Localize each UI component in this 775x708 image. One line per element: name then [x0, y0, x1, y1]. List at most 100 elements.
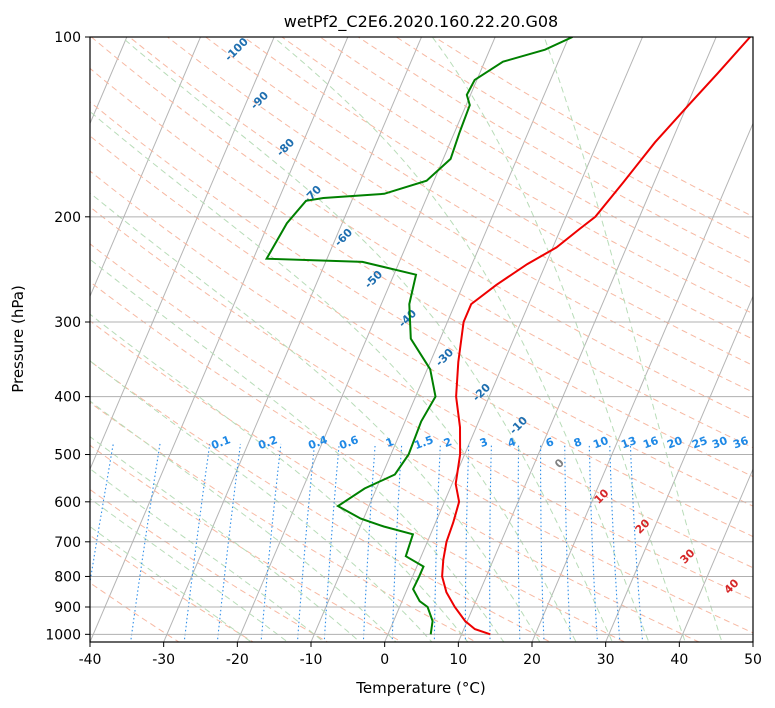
x-tick-label: 40 [670, 652, 688, 668]
skewed-isotherm [236, 37, 496, 642]
y-tick-label: 900 [54, 600, 81, 616]
y-tick-label: 800 [54, 569, 81, 585]
moist-adiabat [120, 37, 613, 642]
moist-adiabat [272, 37, 650, 642]
dry-adiabat [90, 401, 478, 642]
mixing-ratio-label: 6 [544, 435, 556, 450]
moist-adiabat [90, 497, 289, 642]
skewed-isotherm [310, 37, 570, 642]
moist-adiabat [90, 400, 397, 642]
x-tick-label: -20 [226, 652, 249, 668]
moist-adiabat [90, 468, 325, 642]
dry-adiabat [90, 320, 626, 642]
x-tick-label: 30 [597, 652, 615, 668]
moist-adiabat [90, 192, 541, 642]
mixing-ratio-label: 0.2 [256, 433, 279, 452]
y-tick-label: 200 [54, 210, 81, 226]
moist-adiabat [90, 360, 433, 642]
mixing-ratio-line [296, 443, 316, 642]
mixing-ratio-label: 4 [506, 435, 518, 450]
dry-adiabat [90, 488, 329, 642]
x-tick-label: 50 [744, 652, 762, 668]
sounding-profiles [264, 37, 751, 636]
mixing-ratio-label: 30 [710, 434, 729, 452]
mixing-ratio-label: 36 [731, 434, 750, 452]
skewed-isotherm [531, 122, 753, 642]
skewed-isotherm [605, 295, 753, 642]
dewpoint-line [264, 37, 573, 635]
mixing-ratio-line [517, 443, 521, 642]
skewed-isotherm [678, 467, 753, 642]
y-axis-label: Pressure (hPa) [9, 285, 27, 393]
x-tick-label: 10 [449, 652, 467, 668]
skewed-isotherm [90, 37, 202, 298]
dry-adiabat [242, 37, 753, 340]
dry-adiabat [90, 360, 552, 642]
y-axis-ticks: 100 200 300 400 500 600 700 800 900 1000 [45, 30, 90, 643]
mixing-ratio-label: 0.6 [337, 433, 360, 452]
dry-adiabat [166, 37, 753, 393]
mixing-ratio-lines [90, 443, 644, 642]
moist-adiabat [90, 258, 505, 642]
skewed-isotherm [90, 37, 275, 471]
skewed-isotherm [457, 37, 717, 642]
y-tick-label: 100 [54, 30, 81, 46]
plot-frame [89, 36, 754, 643]
mixing-ratio-line [464, 443, 470, 642]
mixing-ratio-line [362, 443, 376, 642]
mixing-ratio-label: 1 [384, 435, 396, 450]
mixing-ratio-label: 13 [619, 434, 638, 451]
moist-adiabat [543, 37, 723, 642]
mixing-ratio-label: 25 [690, 434, 709, 451]
dry-adiabat [90, 170, 753, 569]
mixing-ratio-line [564, 443, 571, 642]
moist-adiabat [90, 436, 361, 642]
mixing-ratio-line [629, 443, 644, 642]
mixing-ratio-line [391, 443, 403, 642]
temperature-line [441, 37, 751, 636]
mixing-ratio-label: 16 [641, 434, 660, 452]
mixing-ratio-label: 1.5 [412, 433, 435, 452]
mixing-ratio-label: 0.1 [209, 433, 232, 452]
dry-adiabat [90, 101, 753, 507]
moist-adiabat [431, 37, 686, 642]
mixing-ratio-line [588, 443, 598, 642]
dry-adiabat [90, 67, 753, 478]
dry-adiabats [90, 37, 753, 642]
skewed-isotherms [90, 37, 753, 642]
dry-adiabat [128, 37, 753, 421]
moist-adiabat [90, 525, 253, 642]
moist-adiabats [90, 37, 723, 642]
x-tick-label: 20 [523, 652, 541, 668]
mixing-ratio-line [489, 443, 492, 642]
mixing-ratio-label: 20 [665, 434, 684, 452]
dry-adiabat [281, 37, 753, 315]
mixing-ratio-label: 8 [572, 435, 584, 450]
skewed-isotherm [90, 37, 128, 125]
moist-adiabat [90, 110, 577, 642]
x-tick-label: -30 [152, 652, 175, 668]
dry-adiabat [90, 206, 753, 601]
mixing-ratio-line [540, 443, 545, 642]
mixing-ratio-line [609, 443, 621, 642]
plot-area [90, 37, 753, 642]
skewed-isotherm [384, 37, 644, 642]
isobar-gridlines [90, 37, 753, 635]
dry-adiabat [90, 281, 701, 642]
skewed-isotherm [163, 37, 423, 642]
chart-title: wetPf2_C2E6.2020.160.22.20.G08 [284, 12, 558, 32]
x-tick-label: -10 [300, 652, 323, 668]
mixing-ratio-line [433, 443, 441, 642]
y-tick-label: 500 [54, 448, 81, 464]
mixing-ratio-label: 0.4 [306, 433, 329, 452]
x-axis-label: Temperature (°C) [355, 679, 485, 697]
dry-adiabat [90, 243, 753, 634]
x-tick-label: 0 [380, 652, 389, 668]
dry-adiabat [90, 534, 255, 642]
y-tick-label: 1000 [45, 627, 81, 643]
mixing-ratio-label: 3 [478, 435, 490, 450]
skewed-isotherm [90, 37, 349, 642]
moist-adiabat [90, 313, 469, 642]
y-tick-label: 400 [54, 390, 81, 406]
